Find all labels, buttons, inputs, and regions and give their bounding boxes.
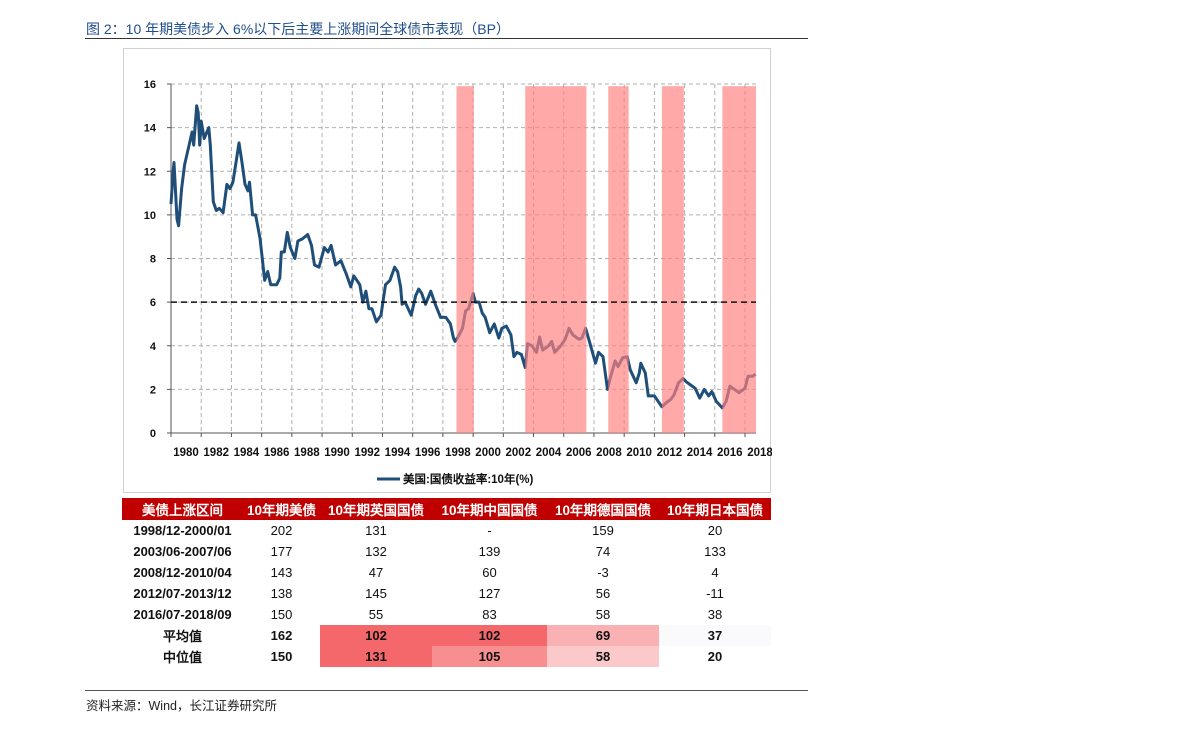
value-cell: -3 (597, 565, 609, 580)
summary-value-cell: 102 (432, 625, 547, 646)
value-cell: 4 (711, 565, 719, 580)
shaded-period (608, 86, 629, 434)
value-cell: 139 (478, 544, 501, 559)
value-cell: -11 (706, 586, 724, 601)
value-cell: 20 (707, 523, 723, 538)
y-tick-label: 4 (150, 341, 157, 353)
summary-row: 中位值 150 131 105 58 20 (122, 646, 771, 667)
summary-value-cell: 58 (547, 646, 659, 667)
shaded-period (722, 86, 756, 434)
value-cell: 56 (595, 586, 611, 601)
summary-label: 平均值 (162, 629, 202, 644)
y-tick-label: 6 (150, 297, 156, 309)
summary-value-cell: 150 (243, 646, 320, 667)
value-cell: 202 (270, 523, 293, 538)
y-tick-label: 14 (144, 123, 157, 135)
legend-label: 美国:国债收益率:10年(%) (403, 472, 534, 486)
figure-title: 图 2：10 年期美债步入 6%以下后主要上涨期间全球债市表现（BP） (86, 21, 510, 37)
summary-value-cell: 20 (659, 646, 771, 667)
summary-value-cell: 37 (659, 625, 771, 646)
source-divider (85, 690, 808, 691)
summary-value-cell: 69 (547, 625, 659, 646)
y-tick-label: 10 (144, 210, 156, 222)
value-cell: 127 (478, 586, 501, 601)
y-tick-label: 2 (150, 384, 156, 396)
x-tick-label: 2008 (596, 447, 622, 459)
x-tick-label: 1996 (415, 447, 441, 459)
y-tick-label: 0 (150, 428, 156, 440)
x-tick-label: 1980 (173, 447, 199, 459)
summary-value-cell: 105 (432, 646, 547, 667)
value-cell: 177 (270, 544, 293, 559)
x-tick-label: 2004 (536, 447, 562, 459)
chart-container: 0 2 4 6 8 10 12 14 16 1980 1982 1984 1986 1988 1990 199… (123, 48, 772, 493)
value-cell: 143 (270, 565, 293, 580)
summary-value-cell: 102 (320, 625, 432, 646)
shaded-period (456, 86, 474, 434)
summary-row: 平均值 162 102 102 69 37 (122, 625, 771, 646)
value-cell: 145 (365, 586, 387, 601)
value-cell: 60 (482, 565, 497, 580)
summary-value-cell: 131 (320, 646, 432, 667)
table-row: 2003/06-2007/06 177 132 139 74 133 (122, 541, 771, 562)
value-cell: 159 (592, 523, 614, 538)
x-tick-label: 1988 (294, 447, 320, 459)
column-header: 10年期美债 (243, 498, 320, 520)
period-cell: 2003/06-2007/06 (133, 544, 232, 559)
shaded-period (525, 86, 587, 434)
value-cell: 131 (365, 523, 387, 538)
summary-value-cell: 162 (243, 625, 320, 646)
shaded-period (661, 86, 684, 434)
value-cell: 150 (270, 607, 293, 622)
column-header: 10年期中国国债 (432, 498, 547, 520)
column-header: 10年期德国国债 (547, 498, 659, 520)
x-tick-label: 1990 (324, 447, 350, 459)
y-tick-label: 16 (144, 79, 156, 91)
period-cell: 2008/12-2010/04 (133, 565, 232, 580)
value-cell: 138 (270, 586, 293, 601)
x-tick-label: 1998 (445, 447, 471, 459)
x-tick-label: 2014 (687, 447, 713, 459)
x-tick-label: 2006 (566, 447, 592, 459)
table-header-row: 美债上涨区间 10年期美债 10年期英国国债 10年期中国国债 10年期德国国债 10年期… (122, 498, 771, 520)
line-chart: 0 2 4 6 8 10 12 14 16 1980 1982 1984 1986 1988 1990 199… (144, 79, 772, 486)
x-tick-label: 1986 (264, 447, 290, 459)
y-tick-label: 12 (144, 166, 156, 178)
column-header: 10年期英国国债 (320, 498, 432, 520)
value-cell: - (487, 523, 492, 538)
value-cell: 74 (595, 544, 611, 559)
x-tick-label: 1994 (385, 447, 411, 459)
value-cell: 38 (707, 607, 723, 622)
x-tick-label: 2000 (475, 447, 501, 459)
period-cell: 2016/07-2018/09 (133, 607, 232, 622)
x-tick-label: 2018 (747, 447, 772, 459)
table-row: 1998/12-2000/01 202 131 - 159 20 (122, 520, 771, 541)
value-cell: 55 (368, 607, 384, 622)
y-tick-label: 8 (150, 254, 156, 266)
period-cell: 2012/07-2013/12 (133, 586, 232, 601)
column-header: 美债上涨区间 (122, 498, 243, 520)
value-cell: 58 (595, 607, 611, 622)
value-cell: 47 (368, 565, 384, 580)
x-tick-label: 1992 (354, 447, 380, 459)
value-cell: 132 (365, 544, 387, 559)
table-row: 2008/12-2010/04 143 47 60 -3 4 (122, 562, 771, 583)
source-note: 资料来源：Wind，长江证券研究所 (86, 699, 277, 713)
x-tick-label: 2002 (506, 447, 532, 459)
x-tick-label: 2010 (626, 447, 652, 459)
table-row: 2012/07-2013/12 138 145 127 56 -11 (122, 583, 771, 604)
us-10y-yield-line (169, 104, 757, 410)
column-header: 10年期日本国债 (659, 498, 771, 520)
summary-label: 中位值 (162, 650, 202, 665)
period-cell: 1998/12-2000/01 (133, 523, 232, 538)
x-tick-label: 1982 (203, 447, 229, 459)
title-divider (85, 38, 808, 39)
bond-performance-table: 美债上涨区间 10年期美债 10年期英国国债 10年期中国国债 10年期德国国债 10年期… (122, 498, 771, 667)
x-tick-label: 2016 (717, 447, 743, 459)
value-cell: 83 (482, 607, 497, 622)
x-tick-label: 1984 (234, 447, 260, 459)
table-row: 2016/07-2018/09 150 55 83 58 38 (122, 604, 771, 625)
value-cell: 133 (704, 544, 726, 559)
x-tick-label: 2012 (657, 447, 683, 459)
